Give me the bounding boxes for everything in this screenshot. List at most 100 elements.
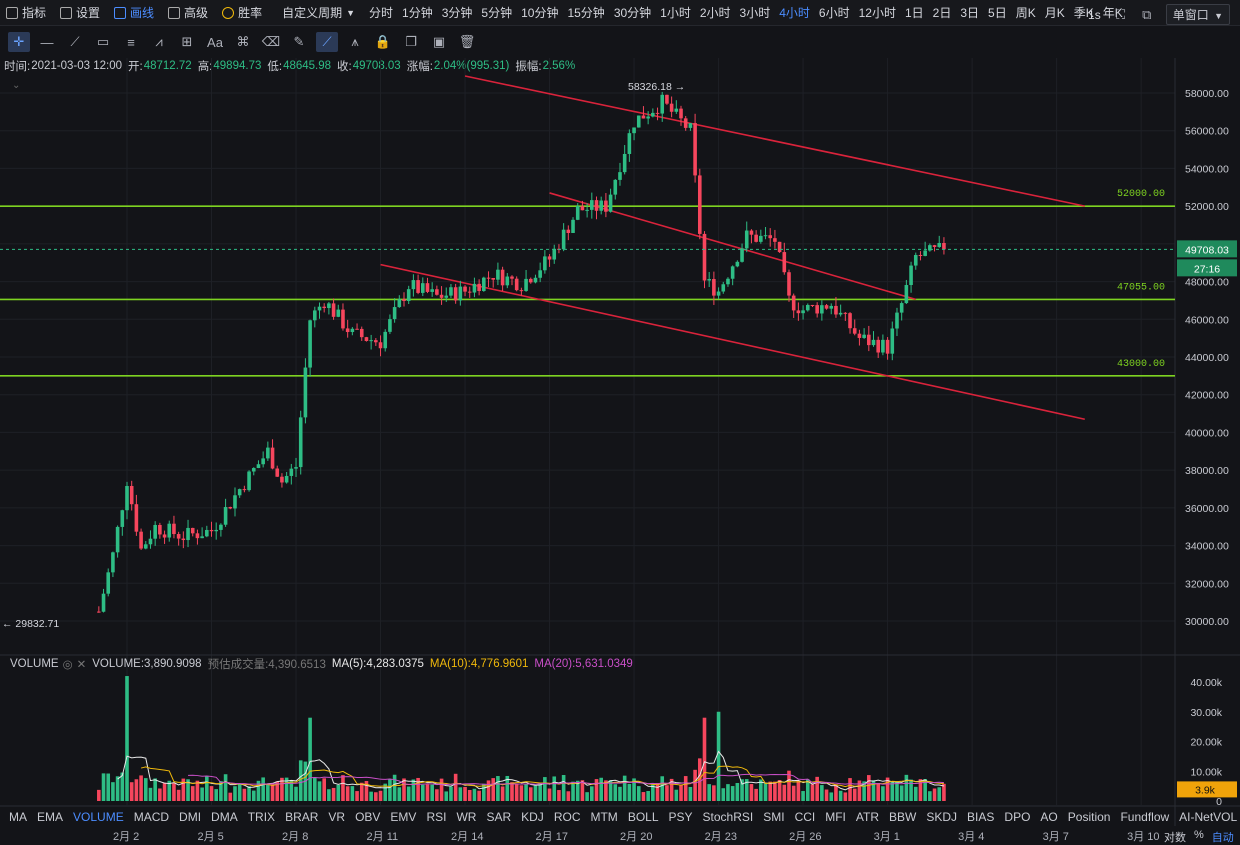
interval-4[interactable]: 10分钟 xyxy=(521,6,559,20)
screenshot-icon[interactable]: ▣ xyxy=(432,34,446,49)
interval-6[interactable]: 30分钟 xyxy=(613,6,652,20)
log-scale-toggle[interactable]: 对数 xyxy=(1164,832,1186,844)
pencil-icon[interactable]: ✎ xyxy=(293,34,305,49)
indicator-tab-mfi[interactable]: MFI xyxy=(825,810,846,824)
auto-scale-toggle[interactable]: 自动 xyxy=(1211,832,1234,844)
fullscreen-icon[interactable]: ⛶ xyxy=(1116,6,1126,22)
indicator-tab-kdj[interactable]: KDJ xyxy=(521,810,544,824)
interval-2[interactable]: 3分钟 xyxy=(441,6,473,20)
indicator-tab-mtm[interactable]: MTM xyxy=(590,810,618,824)
candle-body xyxy=(186,527,190,541)
indicator-tab-rsi[interactable]: RSI xyxy=(426,810,447,824)
indicator-tab-macd[interactable]: MACD xyxy=(133,810,170,824)
indicator-tab-volume[interactable]: VOLUME xyxy=(73,810,124,824)
indicator-tab-dma[interactable]: DMA xyxy=(211,810,238,824)
horizontal-line-icon[interactable]: — xyxy=(40,34,54,50)
top-menu-win-rate[interactable]: 胜率 xyxy=(222,4,262,21)
eraser-icon[interactable]: ⌫ xyxy=(261,34,281,49)
top-menu-indicator[interactable]: 指标 xyxy=(6,4,46,21)
indicator-tab-dmi[interactable]: DMI xyxy=(179,810,202,824)
right-interval[interactable]: 1s xyxy=(1088,7,1101,22)
top-menu-advanced[interactable]: 高级 xyxy=(168,4,208,21)
close-icon[interactable]: ✕ xyxy=(76,659,87,671)
text-icon[interactable]: Aa xyxy=(207,34,223,50)
volume-bar xyxy=(547,788,552,801)
interval-14[interactable]: 2日 xyxy=(932,6,952,20)
interval-16[interactable]: 5日 xyxy=(988,6,1007,20)
interval-10[interactable]: 4小时 xyxy=(779,6,810,20)
indicator-tab-bias[interactable]: BIAS xyxy=(967,810,995,824)
interval-12[interactable]: 12小时 xyxy=(858,6,896,20)
custom-period-dropdown[interactable]: 自定义周期 ▼ xyxy=(282,4,355,21)
indicator-tab-trix[interactable]: TRIX xyxy=(247,810,276,824)
measure-icon[interactable]: ⊞ xyxy=(181,34,193,49)
indicator-tab-ema[interactable]: EMA xyxy=(37,810,64,824)
top-menu-draw-line[interactable]: 画线 xyxy=(114,4,154,21)
interval-5[interactable]: 15分钟 xyxy=(567,6,605,20)
indicator-tab-boll[interactable]: BOLL xyxy=(627,810,659,824)
volume-bar xyxy=(895,781,899,801)
candle-body xyxy=(805,304,810,311)
candle-body xyxy=(162,534,167,538)
trend-line-icon[interactable]: ⟋ xyxy=(70,34,80,49)
interval-7[interactable]: 1小时 xyxy=(660,6,691,20)
copy-icon[interactable]: ❐ xyxy=(405,34,417,49)
percent-toggle[interactable]: % xyxy=(1194,829,1204,841)
indicator-tab-obv[interactable]: OBV xyxy=(355,810,381,824)
interval-18[interactable]: 月K xyxy=(1044,6,1065,20)
interval-8[interactable]: 2小时 xyxy=(699,6,731,20)
indicator-tab-brar[interactable]: BRAR xyxy=(285,810,319,824)
interval-11[interactable]: 6小时 xyxy=(818,6,850,20)
indicator-tab-sar[interactable]: SAR xyxy=(486,810,512,824)
candle-body xyxy=(458,286,463,301)
indicator-tab-ma[interactable]: MA xyxy=(9,810,27,824)
interval-3[interactable]: 5分钟 xyxy=(481,6,513,20)
volume-bar xyxy=(871,780,876,801)
interval-15[interactable]: 3日 xyxy=(960,6,980,20)
indicator-tab-psy[interactable]: PSY xyxy=(668,810,693,824)
pattern-icon[interactable]: ⩘ xyxy=(155,34,163,49)
trash-icon[interactable]: 🗑 xyxy=(458,34,476,49)
indicator-tab-position[interactable]: Position xyxy=(1067,810,1111,824)
lock-icon[interactable]: 🔒 xyxy=(374,34,392,49)
popout-icon[interactable]: ⧉ xyxy=(1142,6,1152,22)
indicator-tab-emv[interactable]: EMV xyxy=(390,810,417,824)
indicator-tab-stochrsi[interactable]: StochRSI xyxy=(702,810,754,824)
parallel-lines-icon[interactable]: ≡ xyxy=(127,34,135,50)
eye-icon[interactable]: ◎ xyxy=(62,659,73,671)
indicator-tab-atr[interactable]: ATR xyxy=(855,810,880,824)
interval-0[interactable]: 分时 xyxy=(369,6,394,20)
interval-17[interactable]: 周K xyxy=(1015,6,1036,20)
volume-bar xyxy=(829,792,834,801)
interval-1[interactable]: 1分钟 xyxy=(402,6,433,20)
interval-9[interactable]: 3小时 xyxy=(739,6,771,20)
indicator-tab-cci[interactable]: CCI xyxy=(794,810,816,824)
indicator-tab-bbw[interactable]: BBW xyxy=(889,810,917,824)
draw-mode-icon[interactable]: ⟋ xyxy=(316,32,338,52)
window-select[interactable]: 单窗口 ▼ xyxy=(1165,4,1230,25)
candle-body xyxy=(505,276,510,286)
indicator-tab-ao[interactable]: AO xyxy=(1040,810,1058,824)
indicator-tab-ai-netvol[interactable]: AI-NetVOL xyxy=(1179,810,1238,824)
indicator-tab-skdj[interactable]: SKDJ xyxy=(926,810,958,824)
indicator-tab-dpo[interactable]: DPO xyxy=(1004,810,1031,824)
candle-body xyxy=(242,489,247,491)
interval-20[interactable]: 年K xyxy=(1102,6,1123,20)
indicator-tab-vr[interactable]: VR xyxy=(328,810,346,824)
indicator-tab-wr[interactable]: WR xyxy=(456,810,477,824)
indicator-tab-smi[interactable]: SMI xyxy=(763,810,785,824)
volume-bar xyxy=(392,774,397,801)
candle-body xyxy=(453,287,458,301)
top-menu-gear[interactable]: 设置 xyxy=(60,4,100,21)
crosshair-icon[interactable]: ✛ xyxy=(8,32,30,52)
indicator-tab-roc[interactable]: ROC xyxy=(553,810,581,824)
ruler-icon[interactable]: ⩚ xyxy=(351,34,359,49)
rectangle-icon[interactable]: ▭ xyxy=(96,34,110,49)
candle-body xyxy=(416,280,420,293)
interval-13[interactable]: 1日 xyxy=(904,6,924,20)
magnet-icon[interactable]: ⌘ xyxy=(236,34,250,49)
volume-bar xyxy=(796,780,801,801)
indicator-tab-fundflow[interactable]: Fundflow xyxy=(1120,810,1170,824)
interval-19[interactable]: 季K xyxy=(1073,6,1094,20)
